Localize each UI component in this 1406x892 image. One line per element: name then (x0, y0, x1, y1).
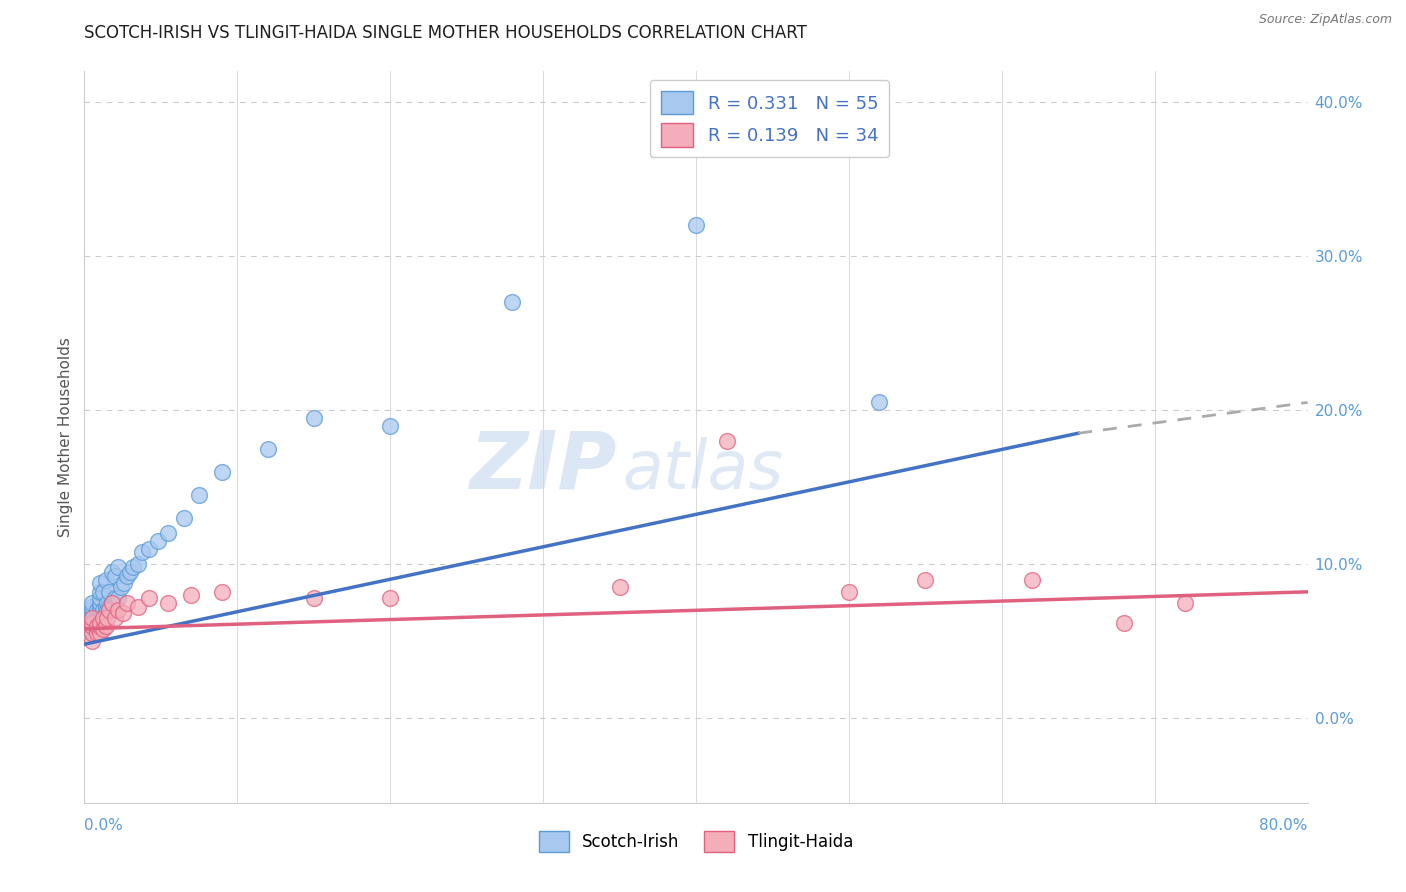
Text: SCOTCH-IRISH VS TLINGIT-HAIDA SINGLE MOTHER HOUSEHOLDS CORRELATION CHART: SCOTCH-IRISH VS TLINGIT-HAIDA SINGLE MOT… (84, 24, 807, 42)
Point (107, 591, 129, 605)
Point (157, 526, 180, 541)
Point (120, 565, 142, 579)
Point (302, 591, 325, 605)
Point (89, 618, 111, 632)
Point (96, 611, 118, 625)
Point (609, 580, 631, 594)
Point (94, 600, 117, 615)
Point (80, 611, 103, 625)
Point (138, 591, 160, 605)
Point (89, 591, 111, 605)
Point (180, 588, 202, 602)
Point (91, 584, 114, 599)
Point (91, 611, 114, 625)
Point (1174, 596, 1197, 610)
Point (86, 618, 108, 632)
Point (157, 596, 180, 610)
Point (1021, 573, 1043, 587)
Point (80, 607, 103, 621)
Point (380, 418, 402, 433)
Point (104, 591, 127, 605)
Point (101, 596, 124, 610)
Point (94, 607, 117, 621)
Text: Source: ZipAtlas.com: Source: ZipAtlas.com (1258, 13, 1392, 27)
Point (685, 219, 707, 233)
Point (127, 600, 149, 615)
Point (107, 560, 129, 574)
Point (127, 557, 149, 571)
Point (211, 465, 233, 479)
Point (89, 575, 111, 590)
Point (80, 611, 103, 625)
Point (257, 442, 280, 456)
Point (89, 603, 111, 617)
Text: atlas: atlas (623, 437, 783, 503)
Point (86, 618, 108, 632)
Y-axis label: Single Mother Households: Single Mother Households (58, 337, 73, 537)
Text: 0.0%: 0.0% (84, 818, 124, 833)
Point (89, 584, 111, 599)
Point (97, 584, 120, 599)
Point (173, 511, 195, 525)
Point (96, 596, 118, 610)
Point (80, 626, 103, 640)
Point (94, 573, 117, 587)
Point (80, 596, 103, 610)
Point (89, 596, 111, 610)
Point (146, 534, 169, 549)
Point (89, 607, 111, 621)
Point (115, 569, 138, 583)
Point (80, 600, 103, 615)
Text: ZIP: ZIP (470, 427, 616, 506)
Point (914, 573, 936, 587)
Point (80, 626, 103, 640)
Point (86, 611, 108, 625)
Point (101, 596, 124, 610)
Point (838, 584, 860, 599)
Point (89, 626, 111, 640)
Point (188, 488, 211, 502)
Point (110, 580, 132, 594)
Point (91, 603, 114, 617)
Point (91, 611, 114, 625)
Point (89, 618, 111, 632)
Point (1114, 615, 1136, 630)
Point (97, 600, 120, 615)
Point (380, 591, 402, 605)
Point (107, 603, 129, 617)
Text: 80.0%: 80.0% (1260, 818, 1308, 833)
Point (111, 607, 134, 621)
Point (122, 560, 145, 574)
Point (112, 575, 135, 590)
Legend: Scotch-Irish, Tlingit-Haida: Scotch-Irish, Tlingit-Haida (530, 822, 862, 860)
Point (89, 600, 111, 615)
Point (80, 634, 103, 648)
Point (91, 622, 114, 636)
Point (80, 618, 103, 632)
Point (104, 611, 127, 625)
Point (211, 584, 233, 599)
Point (89, 615, 111, 630)
Point (97, 603, 120, 617)
Point (502, 295, 524, 310)
Point (80, 618, 103, 632)
Point (89, 611, 111, 625)
Point (89, 615, 111, 630)
Point (94, 618, 117, 632)
Point (80, 615, 103, 630)
Point (96, 603, 118, 617)
Point (86, 626, 108, 640)
Point (716, 434, 738, 448)
Point (80, 603, 103, 617)
Point (131, 545, 153, 559)
Point (86, 603, 108, 617)
Point (104, 569, 127, 583)
Point (115, 596, 138, 610)
Point (138, 541, 160, 556)
Point (869, 395, 891, 409)
Point (101, 565, 124, 579)
Point (302, 410, 325, 425)
